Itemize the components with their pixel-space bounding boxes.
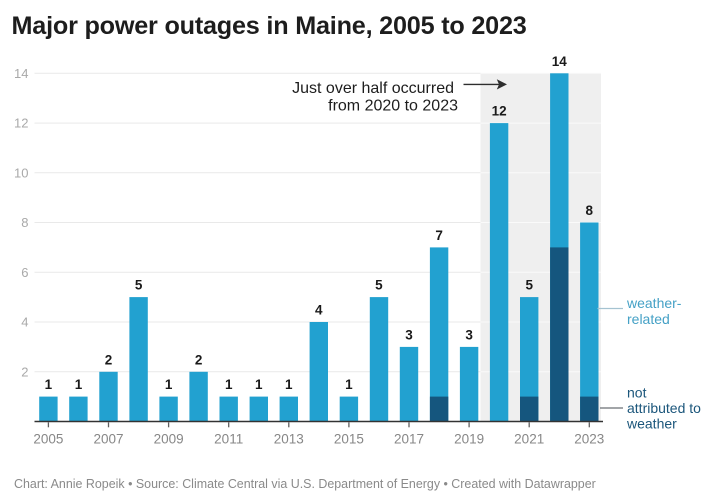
svg-text:2: 2 (21, 364, 28, 379)
svg-text:6: 6 (21, 265, 28, 280)
svg-text:2017: 2017 (394, 432, 424, 447)
svg-text:2011: 2011 (214, 432, 243, 447)
svg-text:2021: 2021 (514, 432, 544, 447)
svg-text:5: 5 (135, 278, 143, 293)
svg-text:Just over half occurred: Just over half occurred (292, 80, 454, 97)
svg-text:2005: 2005 (33, 432, 63, 447)
svg-text:2019: 2019 (454, 432, 484, 447)
svg-text:4: 4 (21, 315, 28, 330)
svg-text:1: 1 (225, 377, 233, 392)
svg-text:10: 10 (14, 165, 28, 180)
svg-text:attributed to: attributed to (627, 400, 701, 416)
svg-text:4: 4 (315, 303, 323, 318)
svg-text:12: 12 (14, 116, 28, 131)
svg-text:2023: 2023 (574, 432, 604, 447)
svg-text:5: 5 (375, 278, 383, 293)
svg-text:3: 3 (405, 327, 413, 342)
svg-text:1: 1 (255, 377, 263, 392)
svg-text:14: 14 (552, 54, 568, 69)
svg-text:1: 1 (75, 377, 83, 392)
svg-text:5: 5 (525, 278, 533, 293)
svg-text:from 2020 to 2023: from 2020 to 2023 (328, 98, 458, 115)
svg-text:related: related (627, 311, 670, 327)
svg-text:1: 1 (345, 377, 353, 392)
svg-text:8: 8 (586, 203, 594, 218)
svg-text:7: 7 (435, 228, 443, 243)
svg-text:1: 1 (285, 377, 293, 392)
svg-text:weather-: weather- (626, 295, 682, 311)
svg-text:1: 1 (165, 377, 173, 392)
svg-text:1: 1 (45, 377, 53, 392)
svg-text:not: not (627, 385, 647, 401)
svg-text:2: 2 (105, 352, 113, 367)
svg-text:3: 3 (465, 327, 473, 342)
svg-text:2009: 2009 (154, 432, 184, 447)
svg-text:12: 12 (492, 104, 507, 119)
svg-text:2015: 2015 (334, 432, 364, 447)
svg-text:2013: 2013 (274, 432, 304, 447)
svg-text:8: 8 (21, 215, 28, 230)
svg-text:2007: 2007 (93, 432, 123, 447)
svg-text:2: 2 (195, 352, 203, 367)
svg-text:weather: weather (626, 416, 677, 432)
svg-text:14: 14 (14, 66, 28, 81)
